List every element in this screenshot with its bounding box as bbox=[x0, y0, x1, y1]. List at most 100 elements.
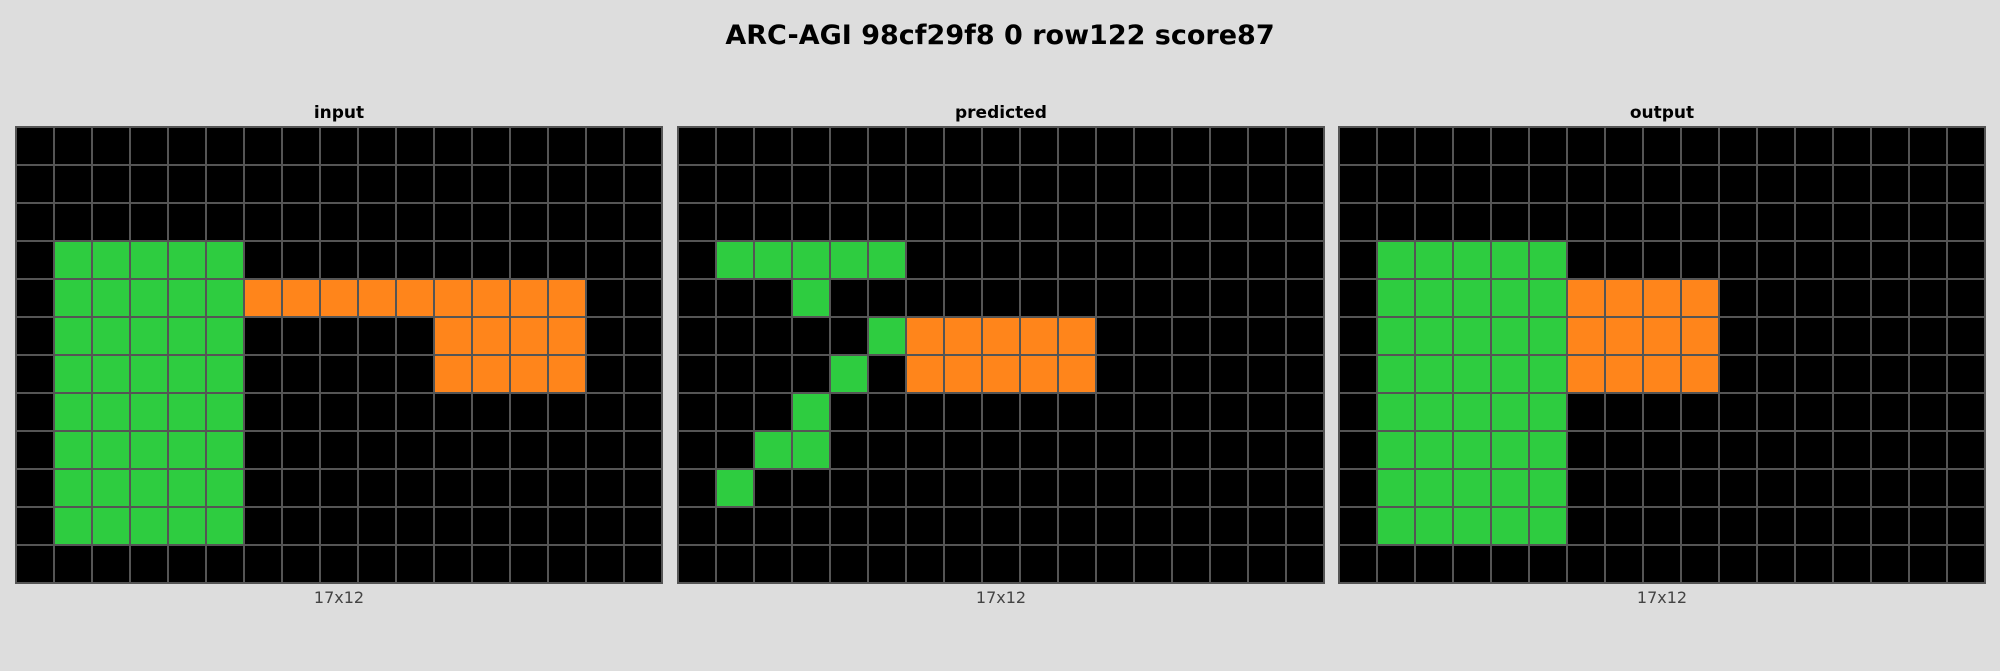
grid-cell bbox=[1681, 127, 1719, 165]
grid-cell bbox=[130, 203, 168, 241]
grid-cell bbox=[1210, 165, 1248, 203]
grid-cell bbox=[1605, 469, 1643, 507]
grid-cell bbox=[716, 241, 754, 279]
grid-cell bbox=[1020, 431, 1058, 469]
grid-cell bbox=[1377, 203, 1415, 241]
grid-cell bbox=[982, 393, 1020, 431]
grid-cell bbox=[830, 431, 868, 469]
grid-cell bbox=[1719, 469, 1757, 507]
grid-cell bbox=[54, 431, 92, 469]
grid-cell bbox=[320, 545, 358, 583]
grid-cell bbox=[1134, 507, 1172, 545]
grid-cell bbox=[792, 545, 830, 583]
grid-cell bbox=[1757, 355, 1795, 393]
grid-cell bbox=[1339, 241, 1377, 279]
grid-cell bbox=[1529, 355, 1567, 393]
grid-cell bbox=[1134, 431, 1172, 469]
grid-cell bbox=[1058, 355, 1096, 393]
grid-cell bbox=[1795, 127, 1833, 165]
grid-cell bbox=[982, 355, 1020, 393]
grid-cell bbox=[510, 165, 548, 203]
grid-cell bbox=[906, 393, 944, 431]
grid-cell bbox=[168, 393, 206, 431]
grid-cell bbox=[1453, 393, 1491, 431]
grid-cell bbox=[1681, 241, 1719, 279]
grid-cell bbox=[1453, 241, 1491, 279]
grid-cell bbox=[982, 165, 1020, 203]
grid-cell bbox=[1643, 431, 1681, 469]
grid-cell bbox=[1947, 317, 1985, 355]
grid-cell bbox=[830, 165, 868, 203]
grid-cell bbox=[716, 507, 754, 545]
grid-cell bbox=[1248, 431, 1286, 469]
grid-cell bbox=[754, 127, 792, 165]
grid-cell bbox=[1529, 469, 1567, 507]
grid-size-label: 17x12 bbox=[1636, 588, 1688, 607]
grid-cell bbox=[1248, 393, 1286, 431]
grid-cell bbox=[168, 279, 206, 317]
grid-cell bbox=[1339, 203, 1377, 241]
grid-cell bbox=[282, 203, 320, 241]
grid-cell bbox=[1643, 355, 1681, 393]
grid-cell bbox=[1681, 393, 1719, 431]
grid-cell bbox=[244, 241, 282, 279]
grid-cell bbox=[1909, 469, 1947, 507]
grid-cell bbox=[1172, 241, 1210, 279]
grid-cell bbox=[282, 545, 320, 583]
grid-cell bbox=[1681, 469, 1719, 507]
grid-cell bbox=[982, 279, 1020, 317]
grid-cell bbox=[792, 203, 830, 241]
grid-cell bbox=[906, 469, 944, 507]
grid-cell bbox=[434, 393, 472, 431]
grid-cell bbox=[1377, 355, 1415, 393]
grid-cell bbox=[678, 431, 716, 469]
grid-cell bbox=[1491, 545, 1529, 583]
grid-cell bbox=[282, 241, 320, 279]
grid-cell bbox=[944, 393, 982, 431]
grid-cell bbox=[1491, 431, 1529, 469]
grid-cell bbox=[434, 127, 472, 165]
grid-cell bbox=[1529, 127, 1567, 165]
grid-cell bbox=[1605, 165, 1643, 203]
grid-cell bbox=[244, 545, 282, 583]
grid-cell bbox=[320, 165, 358, 203]
grid-cell bbox=[92, 165, 130, 203]
grid-cell bbox=[944, 165, 982, 203]
grid-cell bbox=[868, 393, 906, 431]
grid-cell bbox=[1643, 279, 1681, 317]
grid-cell bbox=[1286, 241, 1324, 279]
grid-cell bbox=[1172, 393, 1210, 431]
grid-cell bbox=[472, 469, 510, 507]
grid-cell bbox=[1947, 241, 1985, 279]
grid-cell bbox=[1909, 545, 1947, 583]
grid-cell bbox=[1871, 279, 1909, 317]
grid-cell bbox=[830, 241, 868, 279]
grid-cell bbox=[434, 469, 472, 507]
grid-cell bbox=[396, 317, 434, 355]
grid-cell bbox=[92, 393, 130, 431]
grid-cell bbox=[1248, 241, 1286, 279]
grid-cell bbox=[510, 393, 548, 431]
grid-predicted bbox=[677, 126, 1325, 584]
grid-cell bbox=[16, 241, 54, 279]
grid-cell bbox=[1377, 165, 1415, 203]
grid-cell bbox=[944, 241, 982, 279]
grid-cell bbox=[244, 127, 282, 165]
grid-cell bbox=[868, 431, 906, 469]
grid-cell bbox=[1415, 127, 1453, 165]
grid-cell bbox=[548, 127, 586, 165]
grid-cell bbox=[1833, 469, 1871, 507]
grid-cell bbox=[868, 279, 906, 317]
grid-cell bbox=[1058, 469, 1096, 507]
grid-cell bbox=[472, 431, 510, 469]
grid-cell bbox=[1134, 241, 1172, 279]
grid-cell bbox=[1567, 165, 1605, 203]
grid-cell bbox=[206, 393, 244, 431]
grid-cell bbox=[1415, 431, 1453, 469]
grid-cell bbox=[1248, 355, 1286, 393]
grid-cell bbox=[320, 507, 358, 545]
grid-cell bbox=[792, 355, 830, 393]
grid-cell bbox=[982, 469, 1020, 507]
grid-cell bbox=[472, 393, 510, 431]
grid-cell bbox=[1248, 469, 1286, 507]
